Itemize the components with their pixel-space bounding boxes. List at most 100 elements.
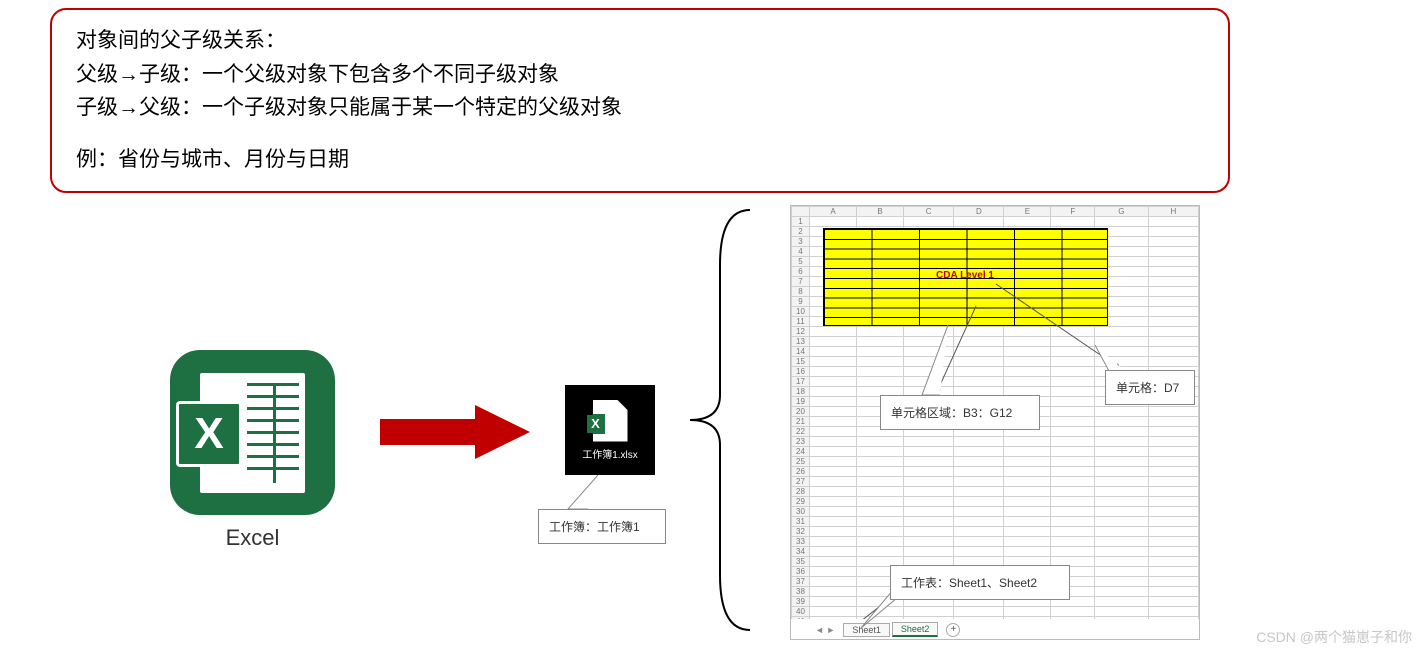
cell xyxy=(1051,447,1095,457)
watermark: CSDN @两个猫崽子和你 xyxy=(1256,627,1412,647)
cell xyxy=(810,537,857,547)
cell xyxy=(1095,597,1149,607)
cell xyxy=(857,357,904,367)
cell xyxy=(1148,257,1198,267)
cell xyxy=(1148,287,1198,297)
cell xyxy=(1148,587,1198,597)
cell xyxy=(810,507,857,517)
row-header: 5 xyxy=(792,257,810,267)
row-header: 30 xyxy=(792,507,810,517)
cell xyxy=(1004,547,1051,557)
cell xyxy=(1148,357,1198,367)
cell xyxy=(857,517,904,527)
cell xyxy=(1095,557,1149,567)
cell xyxy=(1148,327,1198,337)
cell xyxy=(1148,497,1198,507)
row-header: 24 xyxy=(792,447,810,457)
cell xyxy=(810,617,857,620)
file-name-label: 工作簿1.xlsx xyxy=(582,446,638,461)
row-header: 13 xyxy=(792,337,810,347)
row-header: 4 xyxy=(792,247,810,257)
row-header: 3 xyxy=(792,237,810,247)
cell xyxy=(810,387,857,397)
cell xyxy=(1148,607,1198,617)
cell xyxy=(857,437,904,447)
cell xyxy=(1095,417,1149,427)
cell xyxy=(1148,447,1198,457)
cell xyxy=(1148,417,1198,427)
cell xyxy=(1148,617,1198,620)
row-header: 11 xyxy=(792,317,810,327)
cell xyxy=(1148,277,1198,287)
cell xyxy=(954,527,1004,537)
row-header: 10 xyxy=(792,307,810,317)
cell xyxy=(1004,517,1051,527)
cell xyxy=(904,527,954,537)
cell xyxy=(1051,477,1095,487)
callout-sheets: 工作表：Sheet1、Sheet2 xyxy=(890,565,1070,600)
cell xyxy=(954,537,1004,547)
cell xyxy=(1051,527,1095,537)
cell xyxy=(1148,427,1198,437)
cell xyxy=(1051,437,1095,447)
cell xyxy=(1051,357,1095,367)
cell xyxy=(1148,227,1198,237)
cell xyxy=(1148,457,1198,467)
col-header: G xyxy=(1095,207,1149,217)
cell xyxy=(1148,547,1198,557)
cell xyxy=(1051,217,1095,227)
cell xyxy=(1148,577,1198,587)
cell xyxy=(1051,397,1095,407)
cell xyxy=(1095,407,1149,417)
cell xyxy=(904,437,954,447)
cell xyxy=(954,617,1004,620)
cell xyxy=(857,367,904,377)
cell xyxy=(1095,487,1149,497)
cell xyxy=(954,497,1004,507)
add-sheet-button[interactable]: + xyxy=(946,623,960,637)
cell xyxy=(857,327,904,337)
cell xyxy=(810,527,857,537)
row-header: 22 xyxy=(792,427,810,437)
cell xyxy=(1051,337,1095,347)
cell xyxy=(1004,327,1051,337)
cell xyxy=(810,437,857,447)
cell xyxy=(1051,547,1095,557)
cell xyxy=(1148,557,1198,567)
cell xyxy=(810,337,857,347)
cell xyxy=(954,437,1004,447)
cell xyxy=(1095,467,1149,477)
cell xyxy=(1004,537,1051,547)
cell xyxy=(1051,497,1095,507)
cell xyxy=(1004,337,1051,347)
row-header: 32 xyxy=(792,527,810,537)
cell xyxy=(1004,607,1051,617)
text-line-1: 对象间的父子级关系： xyxy=(76,24,1204,58)
cell xyxy=(1148,317,1198,327)
col-header: A xyxy=(810,207,857,217)
cell xyxy=(1051,457,1095,467)
row-header: 23 xyxy=(792,437,810,447)
cell xyxy=(1004,527,1051,537)
cell xyxy=(1148,297,1198,307)
cell xyxy=(954,467,1004,477)
workbook-file-icon: X 工作簿1.xlsx xyxy=(565,385,655,475)
cell xyxy=(857,337,904,347)
callout-range: 单元格区域：B3：G12 xyxy=(880,395,1040,430)
explanation-box: 对象间的父子级关系： 父级→子级：一个父级对象下包含多个不同子级对象 子级→父级… xyxy=(50,8,1230,193)
cell xyxy=(857,527,904,537)
cell xyxy=(810,577,857,587)
row-header: 29 xyxy=(792,497,810,507)
row-header: 15 xyxy=(792,357,810,367)
cell xyxy=(1051,377,1095,387)
cell xyxy=(1148,467,1198,477)
row-header: 12 xyxy=(792,327,810,337)
cell xyxy=(1148,567,1198,577)
callout-tail-wb xyxy=(558,475,608,511)
col-header: D xyxy=(954,207,1004,217)
text-line-2: 父级→子级：一个父级对象下包含多个不同子级对象 xyxy=(76,58,1204,92)
cell xyxy=(954,217,1004,227)
cell xyxy=(1148,247,1198,257)
cell xyxy=(904,507,954,517)
cell xyxy=(1051,347,1095,357)
